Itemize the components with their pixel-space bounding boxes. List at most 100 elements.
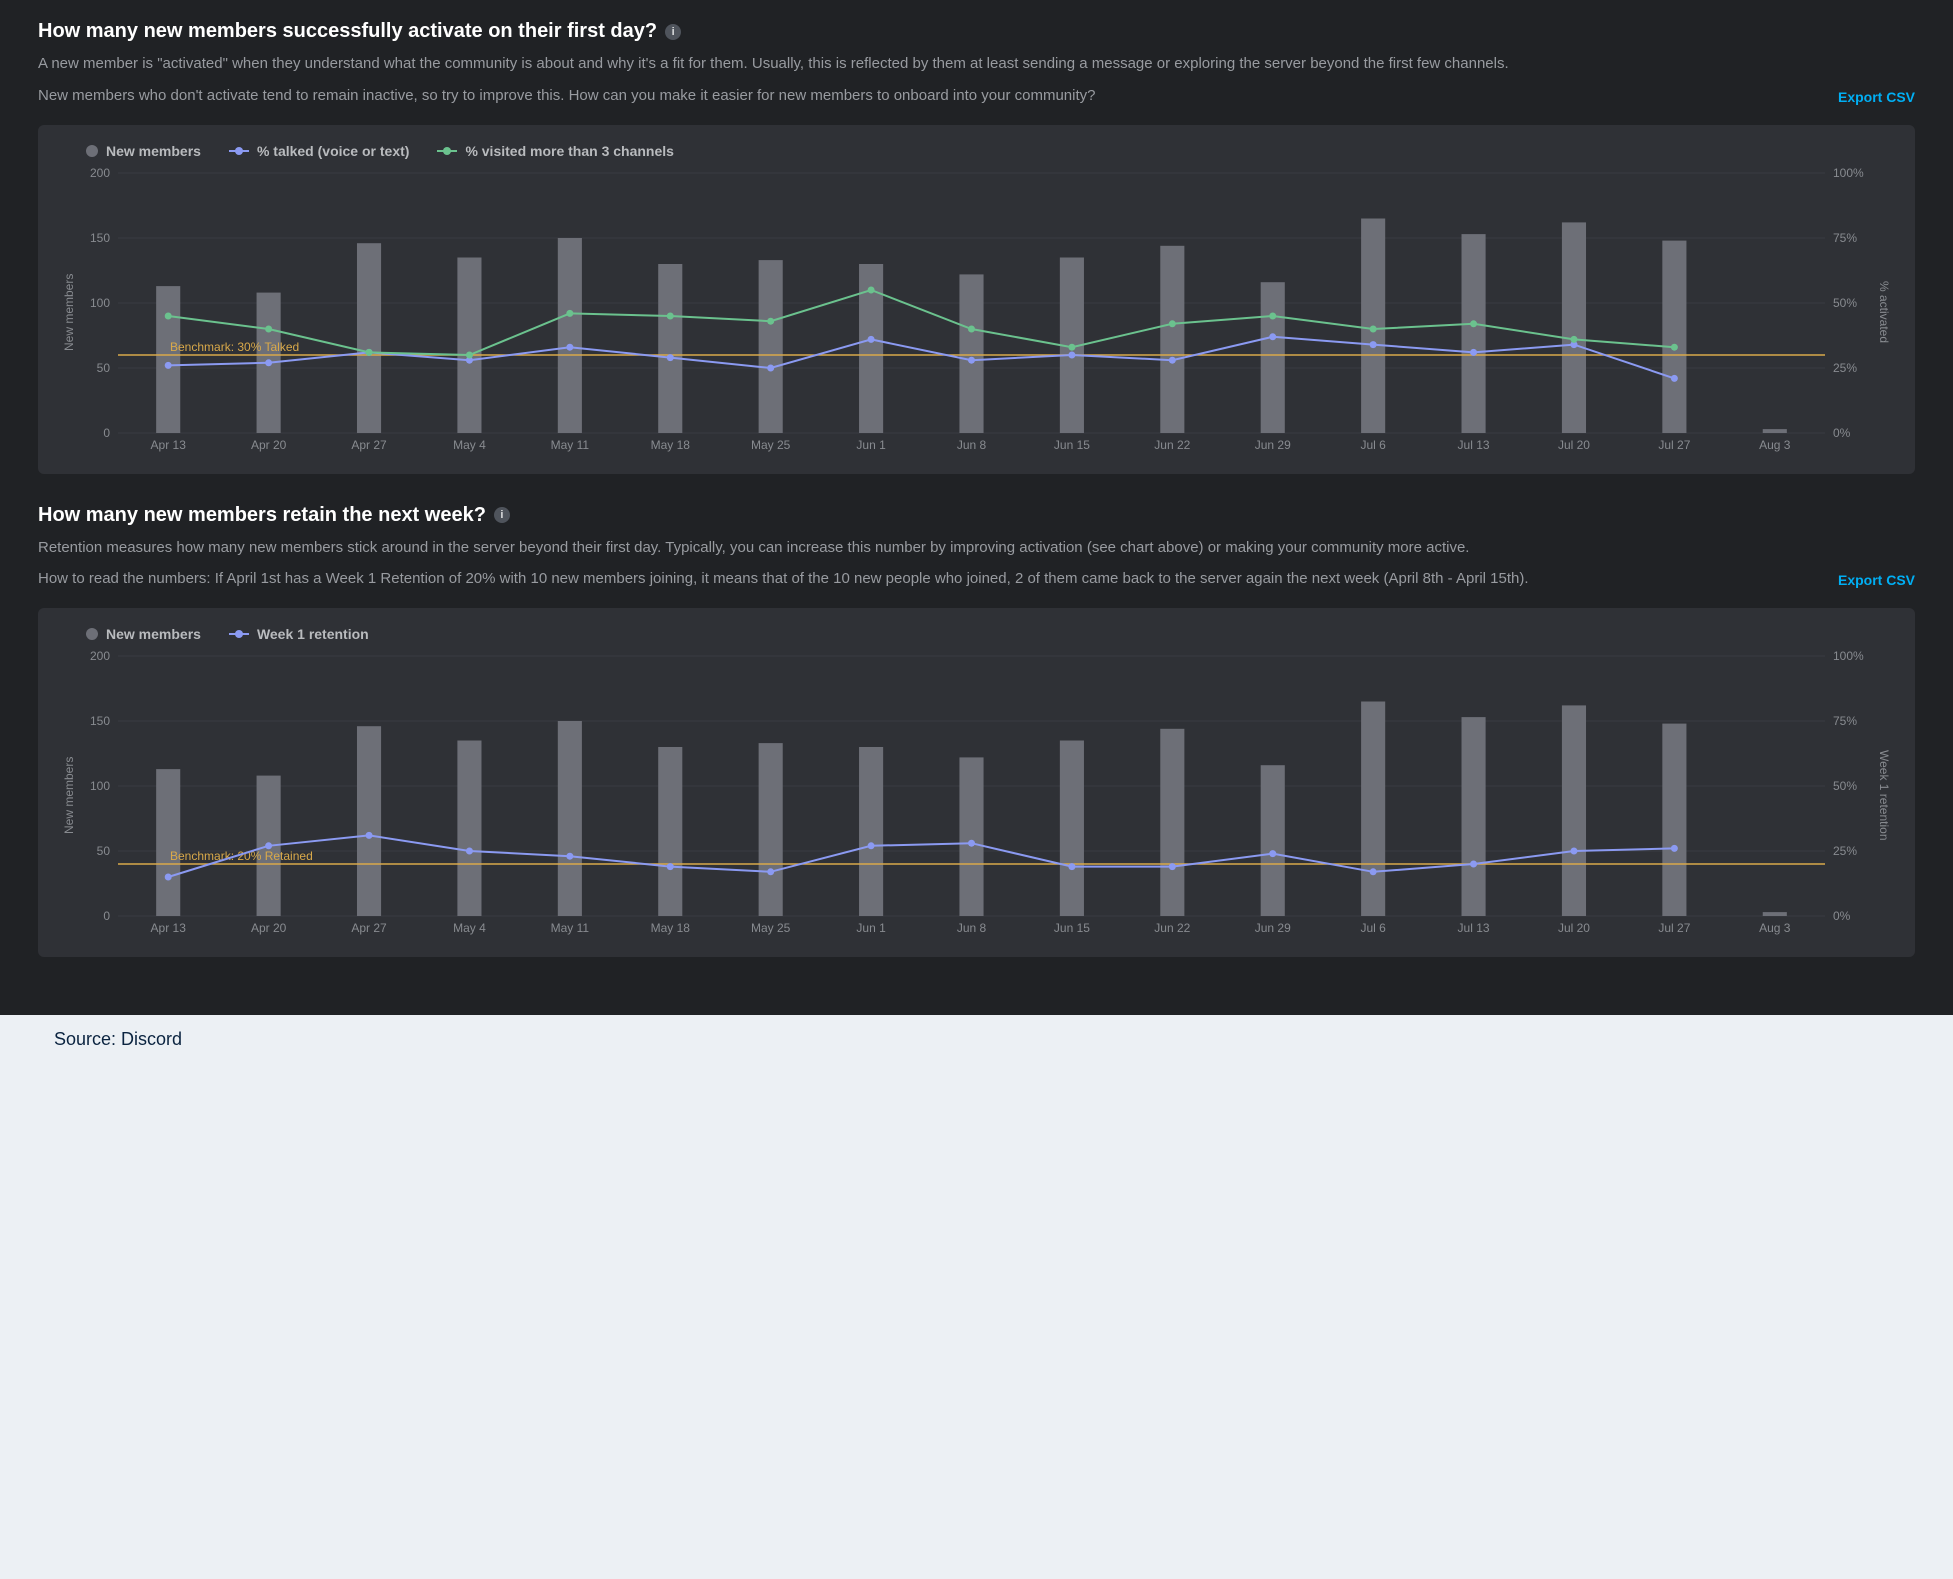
- legend-item-line: Week 1 retention: [229, 626, 369, 642]
- legend-item-bars: New members: [86, 143, 201, 159]
- bar[interactable]: [1662, 240, 1686, 432]
- series-point[interactable]: [1470, 320, 1477, 327]
- bar[interactable]: [759, 743, 783, 916]
- bar[interactable]: [658, 747, 682, 916]
- bar[interactable]: [357, 726, 381, 916]
- bar[interactable]: [959, 757, 983, 916]
- bar[interactable]: [457, 741, 481, 917]
- series-point[interactable]: [667, 863, 674, 870]
- series-point[interactable]: [1470, 861, 1477, 868]
- svg-text:25%: 25%: [1833, 361, 1857, 375]
- series-point[interactable]: [1068, 343, 1075, 350]
- series-point[interactable]: [1169, 356, 1176, 363]
- series-point[interactable]: [165, 312, 172, 319]
- series-point[interactable]: [566, 309, 573, 316]
- series-point[interactable]: [667, 354, 674, 361]
- svg-text:75%: 75%: [1833, 714, 1857, 728]
- bar[interactable]: [1562, 222, 1586, 433]
- series-point[interactable]: [1169, 320, 1176, 327]
- svg-text:Jun 29: Jun 29: [1255, 438, 1291, 452]
- bar[interactable]: [759, 260, 783, 433]
- bar[interactable]: [1562, 705, 1586, 916]
- series-point[interactable]: [1570, 848, 1577, 855]
- bar[interactable]: [1060, 741, 1084, 917]
- series-point[interactable]: [667, 312, 674, 319]
- bar[interactable]: [1160, 245, 1184, 432]
- export-csv-link[interactable]: Export CSV: [1838, 572, 1915, 590]
- source-attribution: Source: Discord: [0, 1015, 1953, 1050]
- bar[interactable]: [1160, 729, 1184, 916]
- info-icon[interactable]: i: [665, 24, 681, 40]
- bar[interactable]: [1361, 702, 1385, 917]
- svg-text:200: 200: [90, 166, 110, 180]
- info-icon[interactable]: i: [494, 507, 510, 523]
- retention-chart: 0501001502000%25%50%75%100%Benchmark: 20…: [80, 648, 1873, 943]
- bar[interactable]: [558, 238, 582, 433]
- svg-text:May 25: May 25: [751, 438, 791, 452]
- series-point[interactable]: [1370, 325, 1377, 332]
- series-point[interactable]: [1370, 868, 1377, 875]
- series-point[interactable]: [265, 842, 272, 849]
- series-point[interactable]: [1671, 343, 1678, 350]
- series-point[interactable]: [1269, 312, 1276, 319]
- series-point[interactable]: [566, 343, 573, 350]
- bar[interactable]: [1763, 429, 1787, 433]
- series-point[interactable]: [767, 317, 774, 324]
- series-point[interactable]: [1470, 348, 1477, 355]
- bar[interactable]: [357, 243, 381, 433]
- bar[interactable]: [558, 721, 582, 916]
- bar[interactable]: [1462, 717, 1486, 916]
- series-point[interactable]: [566, 853, 573, 860]
- analytics-dashboard: How many new members successfully activa…: [0, 0, 1953, 1015]
- series-point[interactable]: [1269, 333, 1276, 340]
- series-point[interactable]: [366, 832, 373, 839]
- svg-text:May 18: May 18: [651, 438, 691, 452]
- series-point[interactable]: [466, 848, 473, 855]
- legend-label: Week 1 retention: [257, 626, 369, 642]
- series-point[interactable]: [1068, 351, 1075, 358]
- series-point[interactable]: [968, 325, 975, 332]
- legend-label: New members: [106, 143, 201, 159]
- legend-swatch-icon: [229, 633, 249, 635]
- bar[interactable]: [859, 747, 883, 916]
- svg-text:Aug 3: Aug 3: [1759, 921, 1791, 935]
- series-point[interactable]: [265, 325, 272, 332]
- series-point[interactable]: [1068, 863, 1075, 870]
- bar[interactable]: [457, 257, 481, 433]
- activation-section: How many new members successfully activa…: [38, 20, 1915, 474]
- series-point[interactable]: [1169, 863, 1176, 870]
- series-point[interactable]: [1671, 374, 1678, 381]
- series-point[interactable]: [968, 840, 975, 847]
- series-point[interactable]: [868, 335, 875, 342]
- bar[interactable]: [959, 274, 983, 433]
- retention-desc-1: Retention measures how many new members …: [38, 537, 1915, 559]
- export-csv-link[interactable]: Export CSV: [1838, 89, 1915, 107]
- bar[interactable]: [1261, 282, 1285, 433]
- series-point[interactable]: [868, 842, 875, 849]
- series-point[interactable]: [868, 286, 875, 293]
- svg-text:0: 0: [103, 909, 110, 923]
- bar[interactable]: [1763, 912, 1787, 916]
- bar[interactable]: [658, 264, 682, 433]
- svg-text:Jul 27: Jul 27: [1658, 921, 1690, 935]
- series-point[interactable]: [968, 356, 975, 363]
- series-point[interactable]: [165, 874, 172, 881]
- series-point[interactable]: [767, 868, 774, 875]
- bar[interactable]: [1662, 724, 1686, 916]
- bar[interactable]: [1261, 765, 1285, 916]
- series-point[interactable]: [1671, 845, 1678, 852]
- series-point[interactable]: [165, 361, 172, 368]
- series-point[interactable]: [265, 359, 272, 366]
- series-point[interactable]: [1570, 335, 1577, 342]
- bar[interactable]: [156, 769, 180, 916]
- series-point[interactable]: [366, 348, 373, 355]
- svg-text:Apr 13: Apr 13: [151, 438, 187, 452]
- bar[interactable]: [156, 286, 180, 433]
- bar[interactable]: [1462, 234, 1486, 433]
- svg-text:Jun 8: Jun 8: [957, 438, 987, 452]
- series-point[interactable]: [1269, 850, 1276, 857]
- series-point[interactable]: [1370, 341, 1377, 348]
- series-point[interactable]: [767, 364, 774, 371]
- svg-text:150: 150: [90, 231, 110, 245]
- series-point[interactable]: [466, 351, 473, 358]
